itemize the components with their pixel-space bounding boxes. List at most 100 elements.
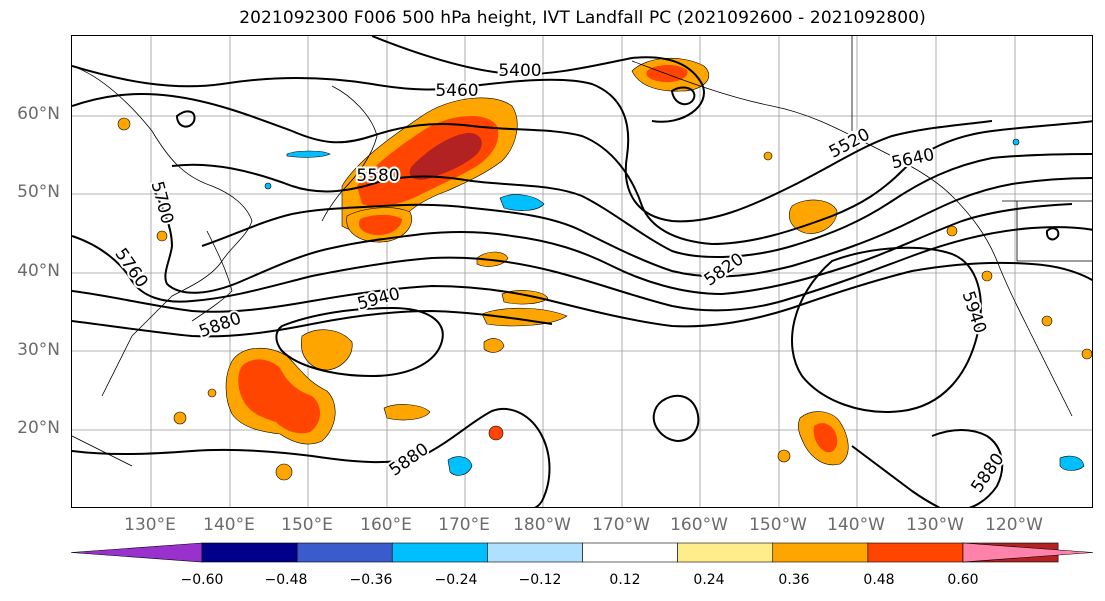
contour-5520 (72, 93, 1092, 246)
contour-5940-west (275, 306, 444, 378)
contour-5940-east (791, 246, 982, 413)
lon-label-170w: 170°W (592, 515, 650, 535)
contour-label-5580: 5580 (356, 166, 399, 186)
ivt-neg-2 (286, 150, 331, 158)
contour-5880-east (931, 429, 1004, 507)
contour-5700 (151, 185, 1073, 296)
colorbar-tick-5: −0.12 (518, 572, 562, 588)
lat-label-60n: 60°N (17, 104, 60, 124)
lat-label-30n: 30°N (17, 340, 60, 360)
coast-state-1 (1016, 201, 1092, 262)
contour-label-5760: 5760 (110, 245, 151, 292)
ivt-dot-2 (173, 411, 187, 425)
ivt-blob-kuril-inner (358, 214, 402, 236)
colorbar-tick-7: 0.24 (693, 572, 725, 588)
colorbar-tick-9: 0.48 (863, 572, 895, 588)
contour-5880-hawaii (652, 394, 700, 443)
height-contours (72, 36, 1092, 507)
coast-alaska (631, 60, 1073, 417)
ivt-positive-fills (117, 57, 1092, 481)
lat-label-50n: 50°N (17, 182, 60, 202)
contour-5460 (72, 65, 993, 223)
graticule (72, 36, 1092, 507)
lon-label-150e: 150°E (281, 515, 333, 535)
lon-label-160e: 160°E (360, 515, 412, 535)
contour-ring-1 (175, 110, 196, 128)
ivt-dot-6 (777, 449, 791, 463)
ivt-blob-cp3 (481, 307, 568, 327)
ivt-negative-fills (264, 138, 1085, 476)
lon-label-130e: 130°E (124, 515, 176, 535)
ivt-dot-10 (1081, 348, 1092, 360)
map-panel: 5400 5460 5520 5580 5640 5700 5760 5820 … (71, 35, 1093, 508)
ivt-neg-5 (1012, 138, 1020, 146)
map-canvas: 5400 5460 5520 5580 5640 5700 5760 5820 … (72, 36, 1092, 507)
contour-5880-south (72, 408, 551, 507)
lon-label-140e: 140°E (203, 515, 255, 535)
chart-title: 2021092300 F006 500 hPa height, IVT Land… (239, 8, 926, 28)
ivt-neg-6 (264, 182, 272, 190)
lon-label-160w: 160°W (670, 515, 728, 535)
contour-label-5460: 5460 (435, 81, 478, 101)
ivt-neg-3 (447, 456, 473, 476)
colorbar-segment (677, 542, 774, 563)
contour-label-5400: 5400 (498, 61, 541, 81)
coast-japan (191, 230, 233, 322)
colorbar-tick-4: −0.24 (434, 572, 478, 588)
contour-5880 (72, 309, 553, 338)
contour-label-5520: 5520 (826, 125, 874, 163)
ivt-neg-1 (499, 194, 545, 211)
colorbar-extend-low (71, 542, 203, 563)
contour-5640 (201, 177, 1092, 278)
lon-label-140w: 140°W (827, 515, 885, 535)
ivt-blob-cp4 (483, 338, 505, 353)
lon-label-150w: 150°W (749, 515, 807, 535)
ivt-dot-9 (1041, 315, 1053, 327)
ivt-dot-12 (207, 388, 217, 398)
ivt-blob-gulf (788, 199, 838, 234)
colorbar-segment (582, 542, 678, 563)
contour-label-5940-west: 5940 (355, 284, 402, 315)
ivt-dot-8 (981, 270, 993, 282)
contour-5820 (72, 261, 1092, 328)
colorbar-tick-10: 0.60 (947, 572, 979, 588)
ivt-blob-wsub3 (383, 404, 431, 421)
contour-label-5940-east: 5940 (958, 289, 990, 336)
ivt-neg-4 (1059, 455, 1085, 471)
contour-ring-2 (670, 86, 696, 106)
ivt-dot-7 (946, 225, 958, 237)
coast-asia (72, 65, 253, 467)
colorbar-segment (867, 542, 964, 563)
colorbar-segment (391, 542, 488, 563)
colorbar-segment (296, 542, 393, 563)
colorbar-segment (772, 542, 869, 563)
ivt-blob-bering-core (409, 132, 482, 180)
contour-5760 (72, 226, 1092, 312)
contour-5880-se (851, 445, 941, 507)
ivt-dot-3 (275, 463, 293, 481)
ivt-dot-5 (763, 151, 773, 161)
colorbar-extend-high (962, 542, 1094, 563)
ivt-dot-1 (117, 117, 131, 131)
colorbar-segment (487, 542, 583, 563)
ivt-dot-11 (156, 230, 168, 242)
ivt-blob-wsub2 (301, 329, 353, 371)
coastlines (72, 36, 1092, 467)
lat-label-40n: 40°N (17, 261, 60, 281)
colorbar-tick-2: −0.48 (264, 572, 308, 588)
colorbar-tick-8: 0.36 (778, 572, 810, 588)
contour-5580 (171, 153, 1092, 259)
lon-label-170e: 170°E (438, 515, 490, 535)
contour-5400 (371, 36, 705, 123)
contour-label-5640: 5640 (890, 145, 936, 174)
ivt-dot-4 (488, 425, 504, 441)
colorbar (71, 542, 1094, 563)
colorbar-segment (201, 542, 298, 563)
colorbar-tick-6: 0.12 (609, 572, 641, 588)
ivt-blob-east-inner (813, 423, 838, 453)
colorbar-tick-1: −0.60 (180, 572, 224, 588)
colorbar-tick-3: −0.36 (349, 572, 393, 588)
contour-ring-3 (1045, 227, 1060, 241)
lat-label-20n: 20°N (17, 418, 60, 438)
ivt-blob-wsub-inner (238, 359, 321, 434)
